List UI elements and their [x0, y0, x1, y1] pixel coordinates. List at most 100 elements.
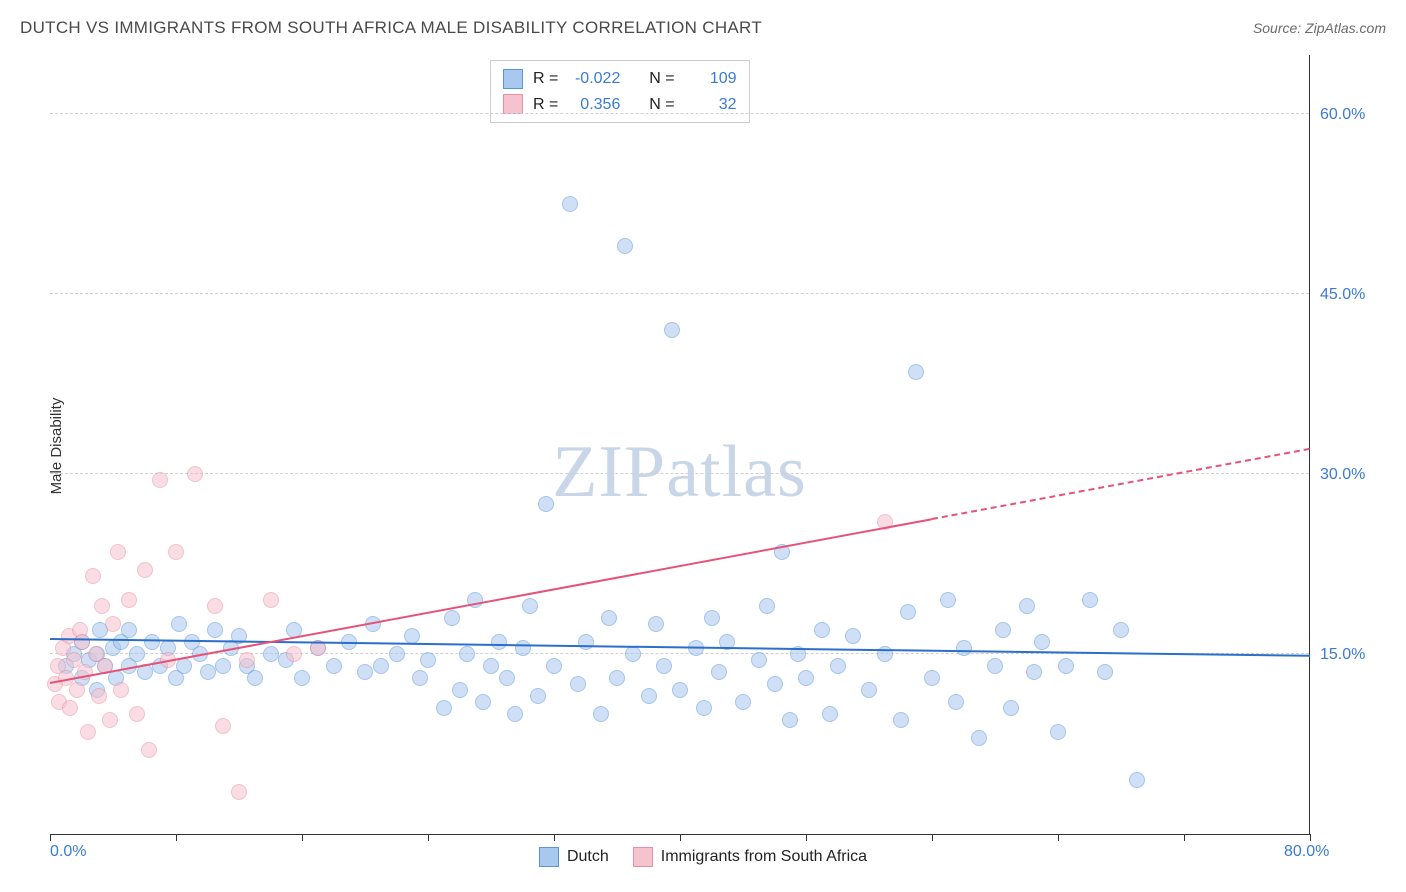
- series-swatch: [503, 94, 523, 114]
- data-point: [113, 682, 129, 698]
- data-point: [995, 622, 1011, 638]
- data-point: [704, 610, 720, 626]
- data-point: [767, 676, 783, 692]
- data-point: [948, 694, 964, 710]
- data-point: [373, 658, 389, 674]
- data-point: [171, 616, 187, 632]
- data-point: [759, 598, 775, 614]
- x-tick: [302, 834, 303, 841]
- gridline-h: [50, 293, 1309, 294]
- data-point: [601, 610, 617, 626]
- data-point: [562, 196, 578, 212]
- n-value: 109: [685, 66, 737, 92]
- data-point: [1113, 622, 1129, 638]
- data-point: [129, 706, 145, 722]
- data-point: [121, 622, 137, 638]
- data-point: [231, 784, 247, 800]
- y-tick-label: 45.0%: [1320, 286, 1365, 304]
- data-point: [956, 640, 972, 656]
- data-point: [711, 664, 727, 680]
- data-point: [326, 658, 342, 674]
- data-point: [69, 682, 85, 698]
- data-point: [207, 598, 223, 614]
- data-point: [121, 592, 137, 608]
- data-point: [1129, 772, 1145, 788]
- data-point: [830, 658, 846, 674]
- data-point: [187, 466, 203, 482]
- y-tick-label: 15.0%: [1320, 646, 1365, 664]
- series-swatch: [503, 69, 523, 89]
- data-point: [459, 646, 475, 662]
- data-point: [656, 658, 672, 674]
- data-point: [1082, 592, 1098, 608]
- data-point: [940, 592, 956, 608]
- chart-title: DUTCH VS IMMIGRANTS FROM SOUTH AFRICA MA…: [20, 18, 762, 38]
- data-point: [80, 724, 96, 740]
- data-point: [522, 598, 538, 614]
- data-point: [294, 670, 310, 686]
- data-point: [641, 688, 657, 704]
- data-point: [94, 598, 110, 614]
- x-tick: [50, 834, 51, 841]
- data-point: [1003, 700, 1019, 716]
- data-point: [971, 730, 987, 746]
- data-point: [499, 670, 515, 686]
- n-label: N =: [649, 66, 674, 92]
- data-point: [239, 652, 255, 668]
- data-point: [357, 664, 373, 680]
- data-point: [91, 688, 107, 704]
- series-swatch: [539, 847, 559, 867]
- data-point: [62, 700, 78, 716]
- x-tick: [680, 834, 681, 841]
- series-swatch: [633, 847, 653, 867]
- watermark-suffix: atlas: [666, 431, 807, 513]
- data-point: [483, 658, 499, 674]
- data-point: [247, 670, 263, 686]
- data-point: [110, 544, 126, 560]
- data-point: [215, 658, 231, 674]
- data-point: [570, 676, 586, 692]
- data-point: [263, 592, 279, 608]
- data-point: [1019, 598, 1035, 614]
- data-point: [530, 688, 546, 704]
- data-point: [144, 634, 160, 650]
- y-tick-label: 30.0%: [1320, 466, 1365, 484]
- data-point: [491, 634, 507, 650]
- data-point: [286, 646, 302, 662]
- data-point: [735, 694, 751, 710]
- data-point: [814, 622, 830, 638]
- legend: DutchImmigrants from South Africa: [0, 847, 1406, 872]
- data-point: [648, 616, 664, 632]
- r-value: -0.022: [568, 66, 620, 92]
- data-point: [1034, 634, 1050, 650]
- x-tick: [428, 834, 429, 841]
- data-point: [593, 706, 609, 722]
- x-tick: [932, 834, 933, 841]
- data-point: [74, 634, 90, 650]
- data-point: [452, 682, 468, 698]
- data-point: [389, 646, 405, 662]
- data-point: [200, 664, 216, 680]
- data-point: [538, 496, 554, 512]
- data-point: [176, 658, 192, 674]
- gridline-h: [50, 473, 1309, 474]
- stats-row: R =-0.022 N =109: [503, 66, 737, 92]
- trend-line-extrapolated: [932, 448, 1310, 520]
- data-point: [696, 700, 712, 716]
- data-point: [215, 718, 231, 734]
- data-point: [207, 622, 223, 638]
- legend-label: Immigrants from South Africa: [661, 848, 867, 866]
- data-point: [1058, 658, 1074, 674]
- data-point: [102, 712, 118, 728]
- data-point: [822, 706, 838, 722]
- data-point: [617, 238, 633, 254]
- data-point: [908, 364, 924, 380]
- gridline-h: [50, 113, 1309, 114]
- data-point: [664, 322, 680, 338]
- data-point: [141, 742, 157, 758]
- data-point: [546, 658, 562, 674]
- data-point: [672, 682, 688, 698]
- data-point: [987, 658, 1003, 674]
- x-tick: [554, 834, 555, 841]
- data-point: [129, 646, 145, 662]
